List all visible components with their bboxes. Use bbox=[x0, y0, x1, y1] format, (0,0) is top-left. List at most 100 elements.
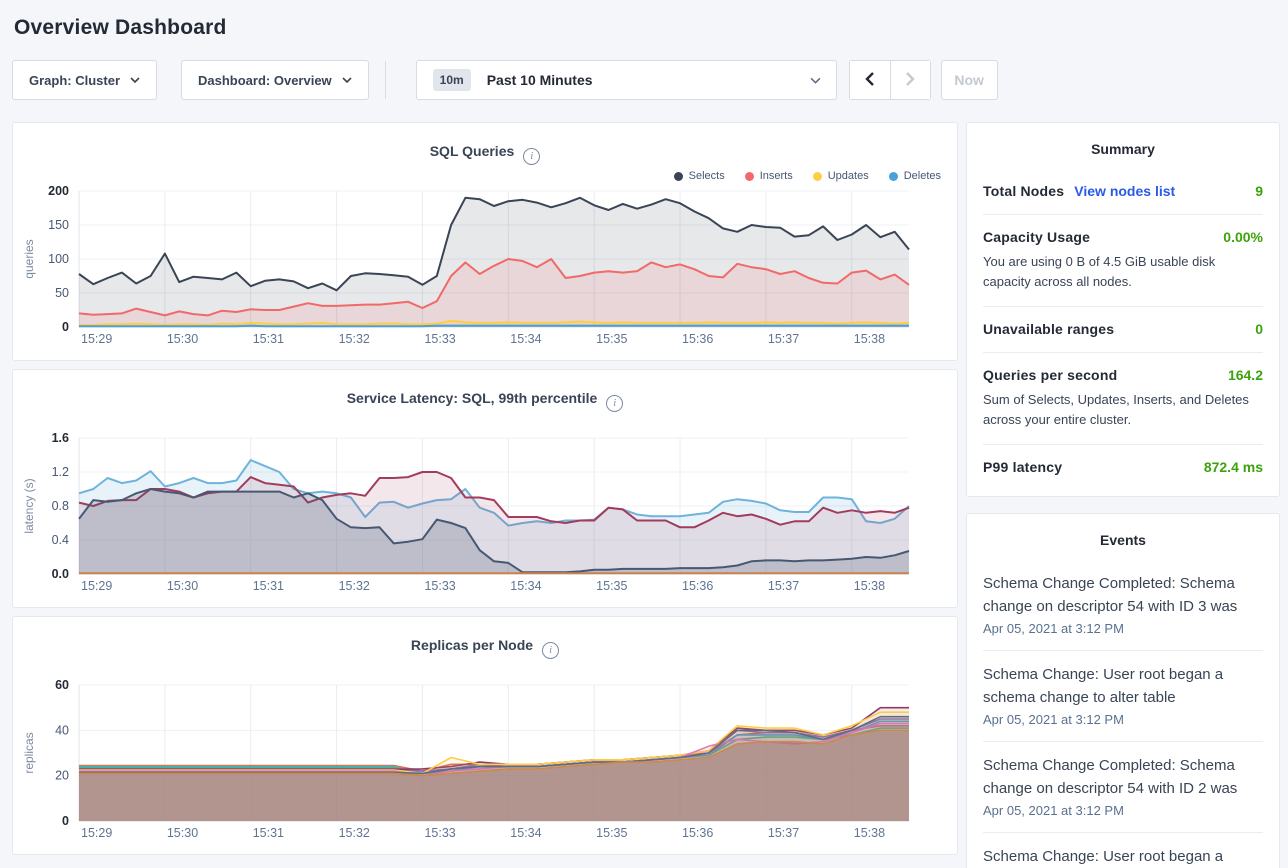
time-nav-group bbox=[848, 60, 931, 100]
svg-text:15:37: 15:37 bbox=[768, 826, 799, 840]
chevron-down-icon bbox=[810, 75, 821, 85]
service-latency-chart-panel: Service Latency: SQL, 99th percentile i 0… bbox=[12, 369, 958, 608]
event-timestamp: Apr 05, 2021 at 3:12 PM bbox=[983, 712, 1124, 727]
chevron-left-icon bbox=[864, 71, 876, 89]
chart-legend: Selects Inserts Updates Deletes bbox=[673, 170, 941, 182]
svg-text:15:38: 15:38 bbox=[854, 579, 885, 593]
svg-text:200: 200 bbox=[48, 184, 69, 198]
svg-text:40: 40 bbox=[55, 723, 69, 737]
summary-row-value: 872.4 ms bbox=[1203, 459, 1263, 475]
summary-row-value: 9 bbox=[1255, 183, 1263, 199]
svg-text:15:34: 15:34 bbox=[510, 826, 541, 840]
svg-text:queries: queries bbox=[22, 239, 36, 278]
svg-text:15:29: 15:29 bbox=[81, 579, 112, 593]
graph-dropdown[interactable]: Graph: Cluster bbox=[12, 60, 158, 100]
time-range-selector[interactable]: 10m Past 10 Minutes bbox=[415, 60, 837, 100]
legend-dot bbox=[888, 171, 898, 181]
svg-text:0: 0 bbox=[62, 320, 69, 334]
replicas-per-node-chart[interactable]: 0 20 40 60 15:29 15:30 15:31 15:32 15:33 15:34 15:… bbox=[13, 677, 957, 847]
svg-text:15:36: 15:36 bbox=[682, 826, 713, 840]
toolbar: Graph: Cluster Dashboard: Overview 10m P… bbox=[12, 60, 1280, 100]
charts-column: SQL Queries i Selects Inserts Updates Delete… bbox=[12, 122, 958, 863]
event-list: Schema Change Completed: Schema change o… bbox=[983, 560, 1263, 868]
info-icon[interactable]: i bbox=[542, 642, 560, 659]
summary-row: Queries per second 164.2 Sum of Selects, U… bbox=[983, 352, 1263, 444]
sql-queries-chart[interactable]: 0 50 100 150 200 15:29 15:30 15:31 15:32 15:33 15:… bbox=[13, 183, 957, 353]
svg-text:15:38: 15:38 bbox=[854, 332, 885, 346]
svg-text:0.8: 0.8 bbox=[52, 499, 69, 513]
summary-row-description: You are using 0 B of 4.5 GiB usable disk… bbox=[983, 254, 1216, 289]
summary-row-label: P99 latency bbox=[983, 459, 1063, 475]
summary-row-label: Unavailable ranges bbox=[983, 321, 1115, 337]
event-item: Schema Change: User root began a schema … bbox=[983, 832, 1263, 868]
legend-item-updates: Updates bbox=[812, 170, 869, 182]
page-title: Overview Dashboard bbox=[14, 16, 227, 39]
summary-row: Unavailable ranges 0 bbox=[983, 306, 1263, 352]
chevron-right-icon bbox=[904, 71, 916, 89]
svg-text:15:31: 15:31 bbox=[253, 579, 284, 593]
chart-title: SQL Queries bbox=[429, 143, 515, 159]
chart-header: Replicas per Node i bbox=[13, 617, 957, 677]
replicas-per-node-chart-panel: Replicas per Node i 0 20 40 60 15:29 15:30 15:3… bbox=[12, 616, 958, 855]
time-prev-button[interactable] bbox=[849, 61, 890, 99]
time-next-button[interactable] bbox=[889, 61, 930, 99]
info-icon[interactable]: i bbox=[523, 148, 541, 165]
service-latency-chart[interactable]: 0.0 0.4 0.8 1.2 1.6 15:29 15:30 15:31 15:32 15:33… bbox=[13, 430, 957, 600]
info-icon[interactable]: i bbox=[606, 395, 624, 412]
svg-text:15:32: 15:32 bbox=[339, 826, 370, 840]
svg-text:15:35: 15:35 bbox=[596, 826, 627, 840]
legend-item-selects: Selects bbox=[673, 170, 725, 182]
svg-text:replicas: replicas bbox=[22, 732, 36, 773]
event-item: Schema Change: User root began a schema … bbox=[983, 650, 1263, 741]
svg-text:latency (s): latency (s) bbox=[22, 478, 36, 533]
graph-dropdown-label: Graph: Cluster bbox=[29, 72, 121, 88]
view-nodes-list-link[interactable]: View nodes list bbox=[1074, 183, 1176, 199]
events-heading: Events bbox=[1100, 532, 1146, 548]
summary-row: Capacity Usage 0.00% You are using 0 B of … bbox=[983, 214, 1263, 306]
svg-text:15:37: 15:37 bbox=[768, 332, 799, 346]
svg-text:15:31: 15:31 bbox=[253, 826, 284, 840]
event-text: Schema Change Completed: Schema change o… bbox=[983, 575, 1238, 615]
svg-text:100: 100 bbox=[48, 252, 69, 266]
legend-dot bbox=[673, 171, 683, 181]
legend-label: Updates bbox=[827, 170, 869, 182]
svg-text:15:37: 15:37 bbox=[768, 579, 799, 593]
legend-dot bbox=[812, 171, 822, 181]
svg-text:15:36: 15:36 bbox=[682, 332, 713, 346]
summary-row: Total Nodes View nodes list 9 bbox=[983, 169, 1263, 214]
svg-text:15:36: 15:36 bbox=[682, 579, 713, 593]
summary-heading: Summary bbox=[1091, 141, 1155, 157]
dashboard-dropdown[interactable]: Dashboard: Overview bbox=[181, 60, 369, 100]
legend-item-inserts: Inserts bbox=[744, 170, 793, 182]
content: SQL Queries i Selects Inserts Updates Delete… bbox=[12, 122, 1280, 868]
svg-text:1.2: 1.2 bbox=[52, 465, 69, 479]
svg-text:15:34: 15:34 bbox=[510, 579, 541, 593]
svg-text:15:30: 15:30 bbox=[167, 826, 198, 840]
svg-text:60: 60 bbox=[55, 678, 69, 692]
event-item: Schema Change Completed: Schema change o… bbox=[983, 560, 1263, 650]
svg-text:15:33: 15:33 bbox=[424, 579, 455, 593]
svg-text:15:32: 15:32 bbox=[339, 332, 370, 346]
event-timestamp: Apr 05, 2021 at 3:12 PM bbox=[983, 621, 1124, 636]
svg-text:0.4: 0.4 bbox=[52, 533, 69, 547]
legend-label: Selects bbox=[688, 170, 725, 182]
svg-text:15:30: 15:30 bbox=[167, 579, 198, 593]
summary-row-value: 0 bbox=[1255, 321, 1263, 337]
event-timestamp: Apr 05, 2021 at 3:12 PM bbox=[983, 803, 1124, 818]
svg-text:50: 50 bbox=[55, 286, 69, 300]
summary-panel: Summary Total Nodes View nodes list 9 Capac… bbox=[966, 122, 1280, 497]
now-button[interactable]: Now bbox=[940, 60, 998, 100]
events-panel: Events Schema Change Completed: Schema c… bbox=[966, 513, 1280, 868]
svg-text:15:29: 15:29 bbox=[81, 332, 112, 346]
event-text: Schema Change Completed: Schema change o… bbox=[983, 757, 1238, 797]
svg-text:15:32: 15:32 bbox=[339, 579, 370, 593]
summary-row-description: Sum of Selects, Updates, Inserts, and De… bbox=[983, 392, 1249, 427]
time-range-label: Past 10 Minutes bbox=[486, 72, 593, 88]
chevron-down-icon bbox=[342, 75, 352, 85]
sql-queries-chart-panel: SQL Queries i Selects Inserts Updates Delete… bbox=[12, 122, 958, 361]
event-text: Schema Change: User root began a schema … bbox=[983, 666, 1224, 706]
chart-header: SQL Queries i Selects Inserts Updates Delete… bbox=[13, 123, 957, 183]
svg-text:20: 20 bbox=[55, 769, 69, 783]
legend-label: Inserts bbox=[759, 170, 793, 182]
svg-text:15:31: 15:31 bbox=[253, 332, 284, 346]
